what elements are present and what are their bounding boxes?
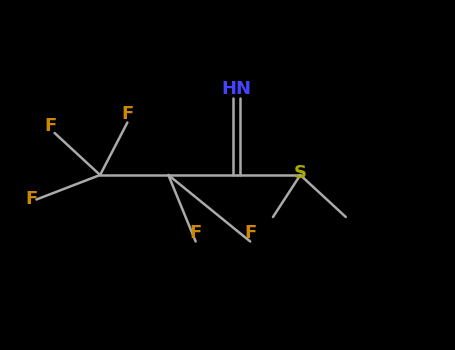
Text: F: F xyxy=(190,224,202,242)
Text: S: S xyxy=(294,164,307,182)
Text: F: F xyxy=(26,190,38,209)
Text: F: F xyxy=(44,117,56,135)
Text: HN: HN xyxy=(222,80,252,98)
Text: F: F xyxy=(244,224,256,242)
Text: F: F xyxy=(121,105,133,123)
